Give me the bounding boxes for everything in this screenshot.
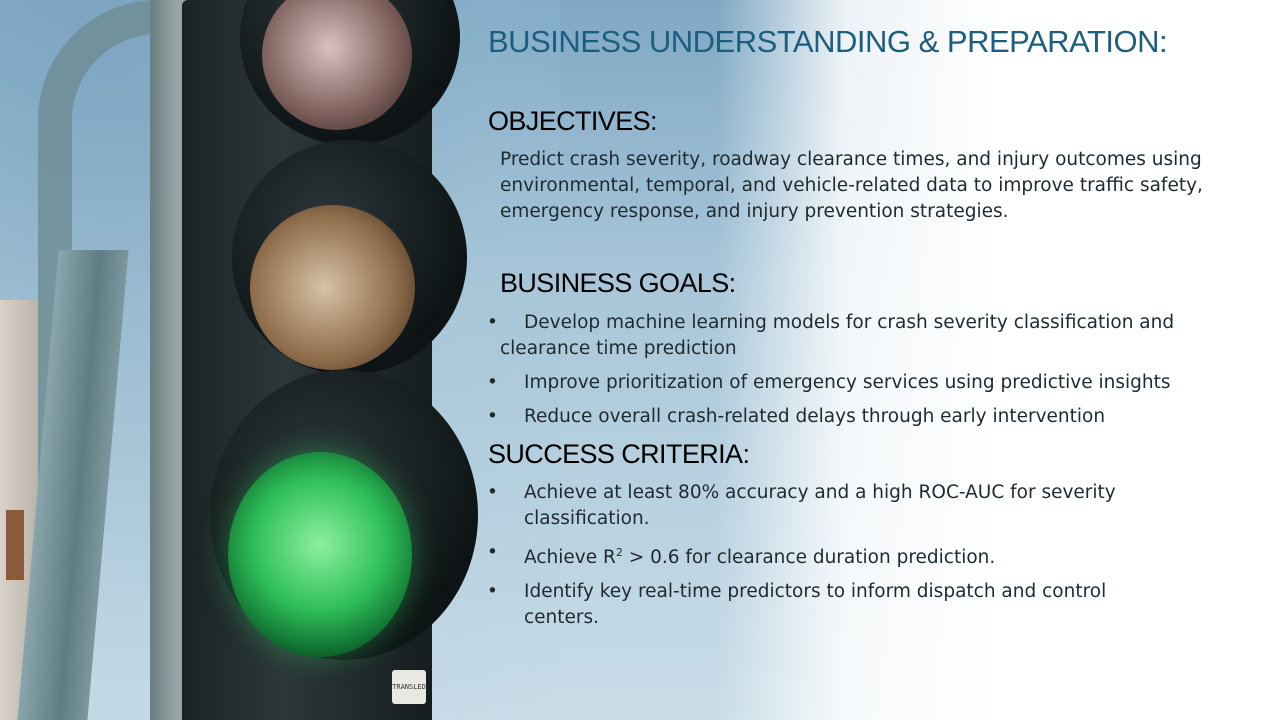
goal-text: Develop machine learning models for cras… [500,312,1175,359]
brand-plate: TRANSLED [392,670,426,704]
success-criteria-heading: SUCCESS CRITERIA: [488,439,750,469]
objectives-heading: OBJECTIVES: [488,106,658,136]
list-item: • Improve prioritization of emergency se… [487,370,1262,396]
criterion-r-label: Achieve R [524,547,616,569]
criterion-text: Achieve R2 > 0.6 for clearance duration … [487,540,1187,571]
bullet-icon: • [487,406,498,427]
list-item: • Identify key real-time predictors to i… [487,579,1187,631]
criterion-text: Achieve at least 80% accuracy and a high… [524,482,1116,529]
success-criteria-list: • Achieve at least 80% accuracy and a hi… [487,480,1187,631]
business-goals-list: • Develop machine learning models for cr… [487,310,1262,430]
amber-lamp-icon [250,205,415,370]
list-item: • Achieve R2 > 0.6 for clearance duratio… [487,540,1187,571]
bullet-icon: • [487,372,498,393]
criterion-r-rest: > 0.6 for clearance duration prediction. [622,547,996,569]
goal-text: Improve prioritization of emergency serv… [524,372,1171,393]
objectives-text: Predict crash severity, roadway clearanc… [500,149,1203,222]
goal-text: Reduce overall crash-related delays thro… [524,406,1106,427]
slide-title: BUSINESS UNDERSTANDING & PREPARATION: [488,24,1168,59]
red-lamp-icon [262,0,412,130]
business-goals-heading: BUSINESS GOALS: [500,268,736,298]
bullet-icon: • [487,542,498,563]
criterion-text: Identify key real-time predictors to inf… [524,581,1107,629]
list-item: • Develop machine learning models for cr… [487,310,1262,362]
list-item: • Achieve at least 80% accuracy and a hi… [487,480,1187,532]
bullet-icon: • [487,581,498,603]
list-item: • Reduce overall crash-related delays th… [487,404,1262,430]
bullet-icon: • [487,312,498,333]
superscript-two: 2 [615,546,623,559]
green-lamp-icon [228,452,412,657]
bullet-icon: • [487,482,498,503]
